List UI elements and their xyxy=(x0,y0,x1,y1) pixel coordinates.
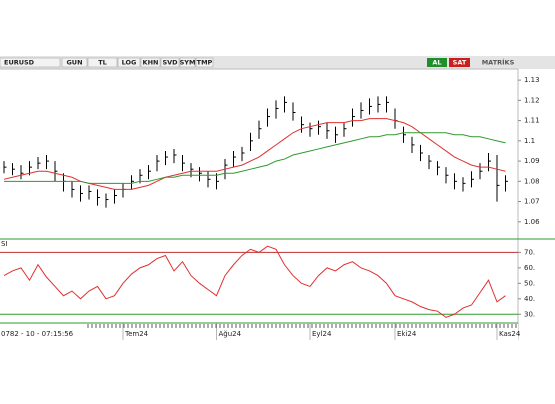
indicator-title: SI xyxy=(1,240,8,248)
series-line xyxy=(3,118,506,190)
series-line xyxy=(3,245,506,318)
toolbar-button[interactable] xyxy=(117,57,141,68)
y-tick-label: 1.1 xyxy=(524,137,535,145)
toolbar-button-label: LOG xyxy=(122,59,137,67)
toolbar-button-label: KHN xyxy=(143,59,159,67)
toolbar-button-label: TL xyxy=(98,59,107,67)
y-tick-label: 1.06 xyxy=(524,218,540,226)
y-tick-label: 40. xyxy=(524,295,535,303)
x-tick-label: Tem24 xyxy=(124,330,149,338)
x-tick-label: Ağu24 xyxy=(219,330,242,338)
sell-button[interactable] xyxy=(449,58,470,67)
sell-label: SAT xyxy=(453,59,467,67)
buy-button[interactable] xyxy=(427,58,447,67)
symbol-box[interactable] xyxy=(0,57,61,68)
y-tick-label: 1.07 xyxy=(524,198,540,206)
toolbar-button[interactable] xyxy=(195,57,214,68)
timestamp: 0782 - 10 - 07:15:56 xyxy=(1,330,74,338)
toolbar-button[interactable] xyxy=(61,57,88,68)
y-tick-label: 30. xyxy=(524,310,535,318)
y-tick-label: 70. xyxy=(524,248,535,256)
y-tick-label: 50. xyxy=(524,279,535,287)
y-tick-label: 1.08 xyxy=(524,177,540,185)
series-line xyxy=(4,132,506,184)
toolbar-button-label: TMP xyxy=(197,59,213,67)
y-tick-label: 1.13 xyxy=(524,76,540,84)
x-tick-label: Kas24 xyxy=(499,330,521,338)
buy-label: AL xyxy=(432,59,441,67)
brand: MATRİKS xyxy=(482,58,515,67)
toolbar-button[interactable] xyxy=(179,57,196,68)
y-tick-label: 60. xyxy=(524,264,535,272)
toolbar-button-label: SVD xyxy=(162,59,178,67)
symbol: EURUSD xyxy=(4,59,35,67)
y-tick-label: 1.11 xyxy=(524,117,540,125)
toolbar-button[interactable] xyxy=(160,57,180,68)
toolbar-button-label: SYM xyxy=(180,59,196,67)
toolbar-button[interactable] xyxy=(87,57,118,68)
y-tick-label: 1.09 xyxy=(524,157,540,165)
toolbar-button-label: GUN xyxy=(66,59,82,67)
x-tick-label: Eyl24 xyxy=(312,330,332,338)
time-axis xyxy=(0,324,518,340)
toolbar-button[interactable] xyxy=(140,57,161,68)
x-tick-label: Eki24 xyxy=(397,330,417,338)
y-tick-label: 1.12 xyxy=(524,96,540,104)
